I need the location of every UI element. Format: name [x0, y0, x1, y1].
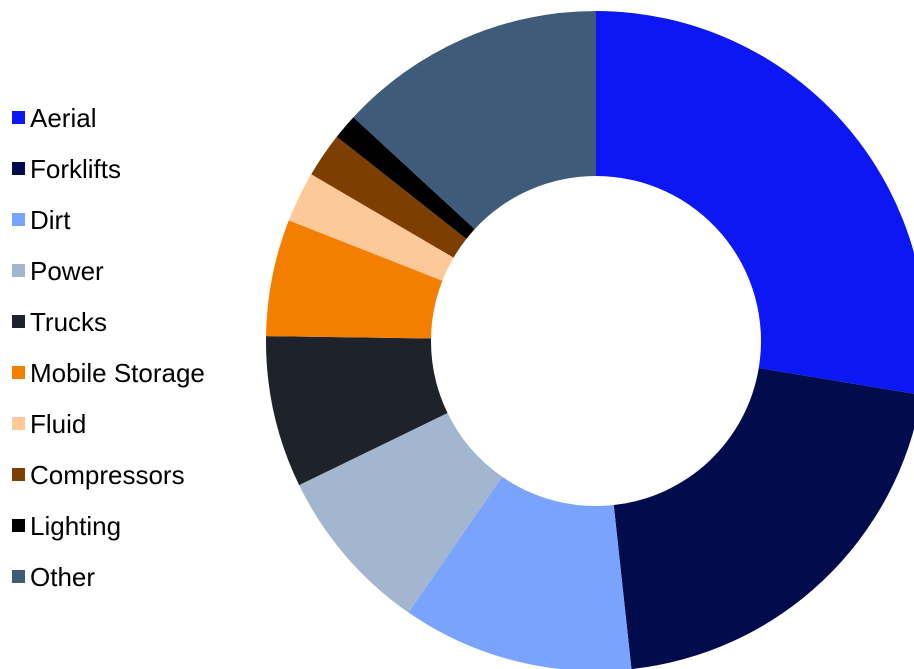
legend-swatch-other	[12, 570, 25, 583]
legend-item-other: Other	[12, 551, 205, 602]
slice-dirt	[408, 476, 632, 669]
legend-label-other: Other	[30, 561, 96, 592]
legend-item-trucks: Trucks	[12, 296, 205, 347]
legend-label-fluid: Fluid	[30, 408, 87, 439]
chart-legend: Aerial Forklifts Dirt Power Trucks Mobile Sto…	[12, 92, 205, 602]
legend-item-compressors: Compressors	[12, 449, 205, 500]
legend-item-lighting: Lighting	[12, 500, 205, 551]
legend-swatch-power	[12, 264, 25, 277]
slice-forklifts	[613, 368, 914, 669]
legend-swatch-aerial	[12, 111, 25, 124]
legend-swatch-fluid	[12, 417, 25, 430]
slice-other	[353, 11, 596, 230]
legend-label-dirt: Dirt	[30, 204, 71, 235]
legend-swatch-dirt	[12, 213, 25, 226]
legend-item-forklifts: Forklifts	[12, 143, 205, 194]
legend-label-aerial: Aerial	[30, 102, 97, 133]
legend-label-power: Power	[30, 255, 104, 286]
legend-item-power: Power	[12, 245, 205, 296]
slice-fluid	[288, 174, 454, 281]
legend-label-lighting: Lighting	[30, 510, 122, 541]
slice-aerial	[596, 11, 914, 394]
legend-item-fluid: Fluid	[12, 398, 205, 449]
legend-label-mobile-storage: Mobile Storage	[30, 357, 205, 388]
slice-compressors	[311, 136, 467, 258]
legend-swatch-lighting	[12, 519, 25, 532]
legend-item-dirt: Dirt	[12, 194, 205, 245]
slice-trucks	[266, 336, 448, 486]
legend-swatch-forklifts	[12, 162, 25, 175]
slice-mobile-storage	[266, 220, 443, 339]
legend-label-trucks: Trucks	[30, 306, 108, 337]
legend-label-forklifts: Forklifts	[30, 153, 121, 184]
legend-item-mobile-storage: Mobile Storage	[12, 347, 205, 398]
legend-swatch-compressors	[12, 468, 25, 481]
slice-power	[299, 413, 503, 613]
legend-label-compressors: Compressors	[30, 459, 185, 490]
legend-item-aerial: Aerial	[12, 92, 205, 143]
legend-swatch-trucks	[12, 315, 25, 328]
legend-swatch-mobile-storage	[12, 366, 25, 379]
slice-lighting	[336, 117, 475, 239]
